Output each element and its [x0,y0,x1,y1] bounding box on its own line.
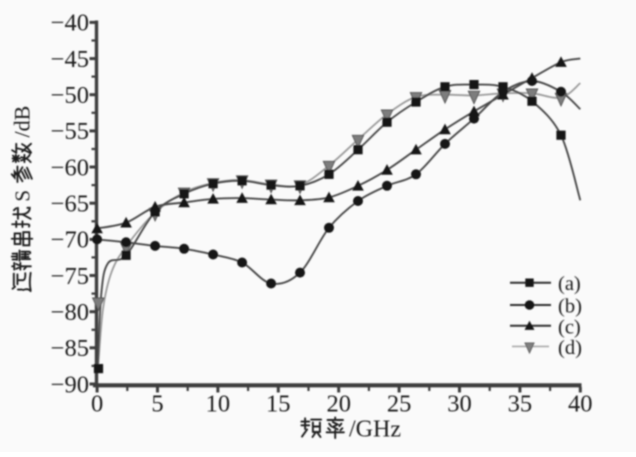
svg-text:−40: −40 [51,10,89,37]
svg-text:(a): (a) [558,273,581,295]
svg-text:−75: −75 [51,263,89,290]
svg-text:−65: −65 [51,191,89,218]
svg-text:(b): (b) [558,296,582,318]
svg-text:−60: −60 [51,154,89,181]
svg-text:−85: −85 [51,335,89,362]
svg-text:35: 35 [508,391,533,418]
svg-text:−55: −55 [51,118,89,145]
svg-text:/dB: /dB [10,106,35,138]
svg-text:−45: −45 [51,46,89,73]
svg-text:S: S [10,190,34,202]
svg-text:−70: −70 [51,227,89,254]
svg-text:15: 15 [266,391,291,418]
svg-text:5: 5 [151,391,163,418]
svg-text:25: 25 [387,391,412,418]
svg-text:−80: −80 [51,299,89,326]
svg-text:20: 20 [326,391,351,418]
svg-text:−50: −50 [51,82,89,109]
svg-text:(c): (c) [558,316,581,338]
svg-text:40: 40 [568,391,593,418]
svg-text:/GHz: /GHz [349,417,401,443]
svg-text:0: 0 [91,391,103,418]
svg-text:10: 10 [206,391,231,418]
svg-text:−90: −90 [51,371,89,398]
svg-text:30: 30 [447,391,472,418]
svg-text:(d): (d) [558,337,582,359]
